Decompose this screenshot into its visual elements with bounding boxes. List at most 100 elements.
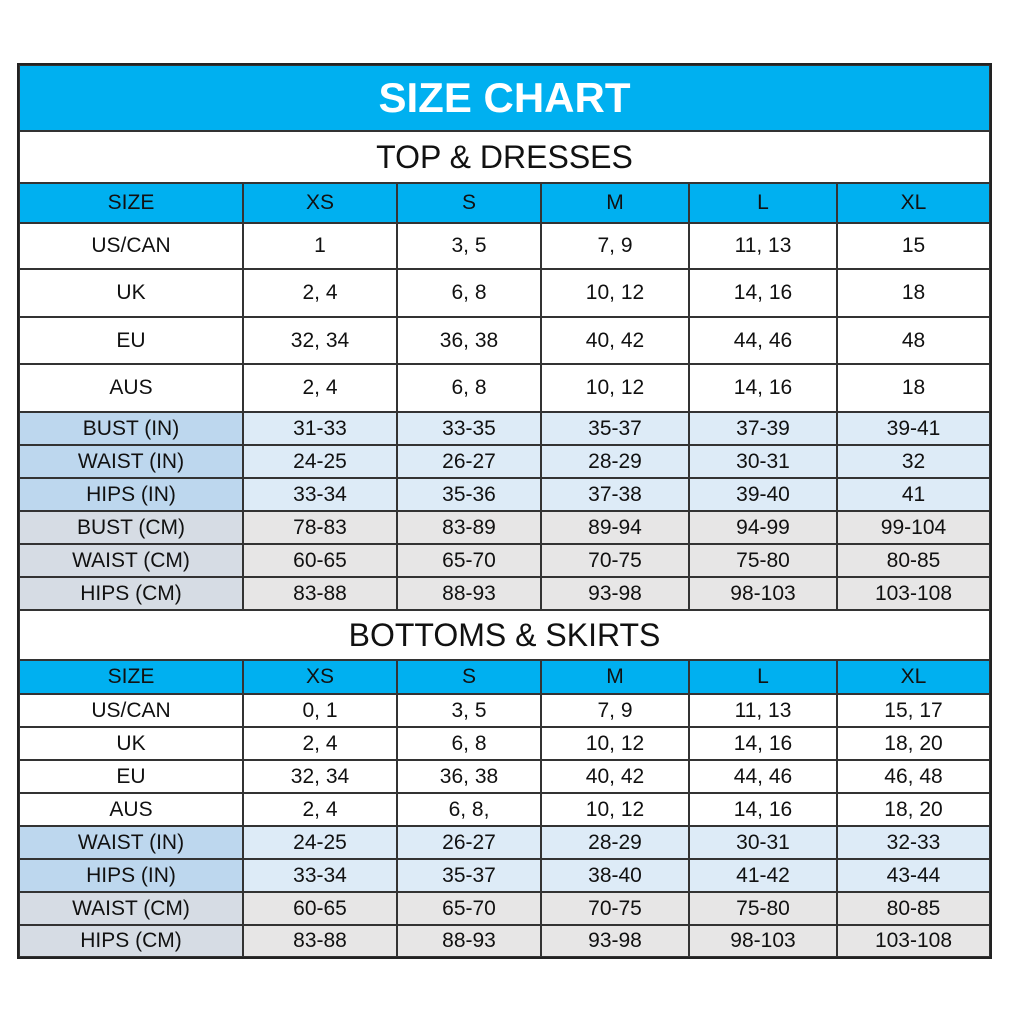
- table-cell: 15, 17: [837, 694, 990, 727]
- table-cell: 18, 20: [837, 793, 990, 826]
- table-cell: 103-108: [837, 577, 990, 610]
- table-cell: 24-25: [243, 826, 397, 859]
- table-cell: 26-27: [397, 445, 541, 478]
- row-label: UK: [19, 727, 243, 760]
- row-label: WAIST (CM): [19, 544, 243, 577]
- table-cell: 70-75: [541, 544, 689, 577]
- table-cell: 36, 38: [397, 760, 541, 793]
- table-cell: 10, 12: [541, 727, 689, 760]
- header-cell: M: [541, 183, 689, 223]
- table-cell: 32, 34: [243, 760, 397, 793]
- table-cell: 89-94: [541, 511, 689, 544]
- size-chart: SIZE CHART TOP & DRESSES SIZE XS S M L XL US/CAN…: [17, 63, 992, 959]
- table-cell: 40, 42: [541, 317, 689, 364]
- table-cell: 11, 13: [689, 694, 837, 727]
- header-cell: SIZE: [19, 183, 243, 223]
- row-label: US/CAN: [19, 694, 243, 727]
- table-cell: 18: [837, 364, 990, 412]
- header-cell: SIZE: [19, 660, 243, 694]
- table-cell: 83-88: [243, 925, 397, 957]
- table-cell: 6, 8: [397, 727, 541, 760]
- table-cell: 35-37: [397, 859, 541, 892]
- table-cell: 88-93: [397, 577, 541, 610]
- table-cell: 31-33: [243, 412, 397, 445]
- row-label: WAIST (IN): [19, 445, 243, 478]
- table-cell: 0, 1: [243, 694, 397, 727]
- table-cell: 14, 16: [689, 269, 837, 317]
- table-cell: 48: [837, 317, 990, 364]
- header-cell: S: [397, 660, 541, 694]
- header-cell: XS: [243, 183, 397, 223]
- table-cell: 33-34: [243, 859, 397, 892]
- table-cell: 7, 9: [541, 694, 689, 727]
- row-label: BUST (IN): [19, 412, 243, 445]
- table-cell: 75-80: [689, 544, 837, 577]
- row-label: EU: [19, 760, 243, 793]
- header-cell: M: [541, 660, 689, 694]
- table-cell: 32: [837, 445, 990, 478]
- table-cell: 60-65: [243, 892, 397, 925]
- table-cell: 65-70: [397, 544, 541, 577]
- table-cell: 37-39: [689, 412, 837, 445]
- table-cell: 10, 12: [541, 793, 689, 826]
- section-title: TOP & DRESSES: [19, 131, 990, 183]
- table-cell: 38-40: [541, 859, 689, 892]
- table-cell: 37-38: [541, 478, 689, 511]
- table-cell: 18, 20: [837, 727, 990, 760]
- table-cell: 80-85: [837, 544, 990, 577]
- table-cell: 32, 34: [243, 317, 397, 364]
- table-cell: 70-75: [541, 892, 689, 925]
- row-label: WAIST (IN): [19, 826, 243, 859]
- table-cell: 40, 42: [541, 760, 689, 793]
- table-cell: 2, 4: [243, 727, 397, 760]
- table-cell: 24-25: [243, 445, 397, 478]
- table-cell: 32-33: [837, 826, 990, 859]
- table-cell: 28-29: [541, 445, 689, 478]
- header-cell: XL: [837, 660, 990, 694]
- row-label: US/CAN: [19, 223, 243, 269]
- table-cell: 83-88: [243, 577, 397, 610]
- table-cell: 28-29: [541, 826, 689, 859]
- table-cell: 15: [837, 223, 990, 269]
- table-cell: 98-103: [689, 925, 837, 957]
- table-cell: 2, 4: [243, 364, 397, 412]
- table-cell: 33-34: [243, 478, 397, 511]
- row-label: EU: [19, 317, 243, 364]
- header-cell: L: [689, 660, 837, 694]
- table-cell: 44, 46: [689, 317, 837, 364]
- table-cell: 6, 8: [397, 269, 541, 317]
- row-label: HIPS (IN): [19, 478, 243, 511]
- table-cell: 33-35: [397, 412, 541, 445]
- table-cell: 14, 16: [689, 793, 837, 826]
- table-cell: 30-31: [689, 445, 837, 478]
- row-label: BUST (CM): [19, 511, 243, 544]
- table-cell: 14, 16: [689, 727, 837, 760]
- header-cell: S: [397, 183, 541, 223]
- table-cell: 75-80: [689, 892, 837, 925]
- table-cell: 65-70: [397, 892, 541, 925]
- table-cell: 41: [837, 478, 990, 511]
- row-label: HIPS (CM): [19, 925, 243, 957]
- table-cell: 26-27: [397, 826, 541, 859]
- header-cell: XS: [243, 660, 397, 694]
- table-cell: 93-98: [541, 577, 689, 610]
- table-cell: 60-65: [243, 544, 397, 577]
- table-cell: 14, 16: [689, 364, 837, 412]
- table-cell: 83-89: [397, 511, 541, 544]
- table-cell: 43-44: [837, 859, 990, 892]
- table-cell: 7, 9: [541, 223, 689, 269]
- table-cell: 18: [837, 269, 990, 317]
- row-label: AUS: [19, 364, 243, 412]
- row-label: WAIST (CM): [19, 892, 243, 925]
- table-cell: 6, 8,: [397, 793, 541, 826]
- row-label: HIPS (CM): [19, 577, 243, 610]
- table-cell: 35-36: [397, 478, 541, 511]
- table-cell: 10, 12: [541, 364, 689, 412]
- chart-title: SIZE CHART: [19, 65, 990, 131]
- row-label: UK: [19, 269, 243, 317]
- header-cell: L: [689, 183, 837, 223]
- row-label: HIPS (IN): [19, 859, 243, 892]
- table-cell: 30-31: [689, 826, 837, 859]
- table-cell: 11, 13: [689, 223, 837, 269]
